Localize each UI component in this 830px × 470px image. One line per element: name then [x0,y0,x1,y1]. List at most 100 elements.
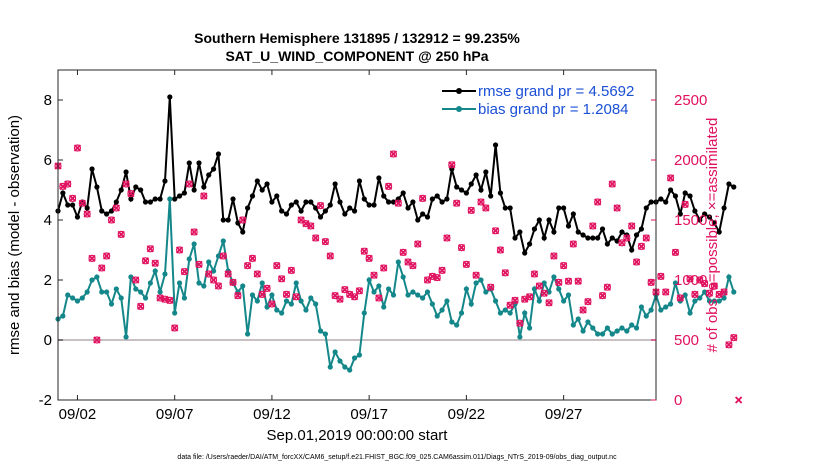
obs-assimilated-point [467,206,475,215]
bias-point [473,280,479,286]
rmse-point [351,208,358,214]
bias-point [502,307,508,313]
bias-point [663,304,669,310]
rmse-point [522,250,528,256]
bias-point [629,322,635,328]
obs-possible-point [68,194,77,202]
bias-point [692,298,698,304]
obs-assimilated-point [312,234,320,242]
bias-point [449,319,455,325]
obs-possible-point [414,240,422,248]
obs-assimilated-point [384,182,393,191]
obs-assimilated-point [268,300,276,308]
rmse-point [113,199,119,205]
obs-possible-point [657,272,665,280]
obs-possible-point [618,239,626,247]
obs-possible-point [234,292,242,300]
chart-title: Southern Hemisphere 131895 / 132912 = 99… [194,30,520,46]
bias-point [405,292,411,298]
obs-possible-point [696,276,704,284]
rmse-point [526,241,533,247]
obs-assimilated-point [307,222,315,230]
obs-assimilated-point [409,261,417,270]
obs-possible-point [487,283,495,291]
obs-assimilated-point [234,291,242,300]
rmse-point [84,205,90,211]
obs-assimilated-point [59,182,67,191]
obs-assimilated-point [525,293,534,301]
bias-point [706,298,713,304]
obs-assimilated-point [574,277,582,285]
obs-possible-point [686,275,694,283]
rmse-point [376,175,382,181]
obs-possible-point [190,228,198,236]
bias-point [259,280,265,286]
obs-assimilated-point [521,295,529,303]
obs-assimilated-point [263,284,271,293]
bias-point [604,325,610,331]
bias-point [283,298,290,304]
obs-possible-point [336,295,344,303]
x-tick-label: 09/07 [156,406,194,423]
bias-point [274,307,280,313]
rmse-point [138,187,144,193]
bias-point [585,319,591,325]
obs-possible-point [214,282,223,290]
rmse-point [215,151,222,157]
obs-assimilated-point [540,289,548,297]
obs-assimilated-point [83,210,91,218]
bias-point [196,280,202,286]
rmse-point [692,208,698,214]
obs-possible-point [375,294,383,302]
bias-point [94,274,100,280]
obs-assimilated-point [628,222,636,230]
rmse-point [492,142,499,148]
rmse-point [546,217,552,223]
obs-possible-point [137,302,145,310]
bias-point [351,355,358,361]
obs-possible-point [681,200,689,208]
rmse-point [327,202,333,208]
obs-possible-point [423,276,432,284]
obs-possible-point [132,276,140,284]
obs-assimilated-point [370,271,378,279]
obs-assimilated-point [730,333,738,342]
bias-point [658,307,664,313]
obs-possible-point [370,271,378,279]
bias-point [633,325,640,331]
obs-assimilated-point [676,294,684,302]
rmse-point [123,169,129,175]
bias-point [458,310,465,316]
obs-assimilated-point [326,252,334,260]
obs-possible-point [229,278,237,286]
bias-point [522,310,528,316]
obs-assimilated-point [428,272,436,281]
obs-possible-point [292,293,300,301]
obs-possible-point [287,266,295,274]
obs-assimilated-point [278,275,286,283]
obs-assimilated-point [146,245,155,253]
y-right-tick-label: 1500 [674,212,707,229]
obs-assimilated-point [156,294,164,302]
obs-possible-point [117,230,125,238]
obs-possible-point [326,252,334,260]
obs-possible-point [355,287,364,295]
bias-point [609,331,615,337]
rmse-point [687,193,693,199]
obs-assimilated-point [555,278,563,287]
obs-possible-point [632,258,641,266]
bias-point [415,292,421,298]
rmse-point [303,199,309,205]
bias-point [376,283,382,289]
obs-possible-point [647,278,655,286]
rmse-point [439,199,445,205]
obs-possible-point [506,301,514,309]
rmse-point [585,235,591,241]
obs-possible-point [623,234,631,242]
plot-frame [57,69,657,401]
obs-possible-point [404,258,412,266]
rmse-point [512,235,518,241]
bias-point [497,310,504,316]
obs-assimilated-point [102,252,111,260]
obs-possible-point [725,341,733,349]
